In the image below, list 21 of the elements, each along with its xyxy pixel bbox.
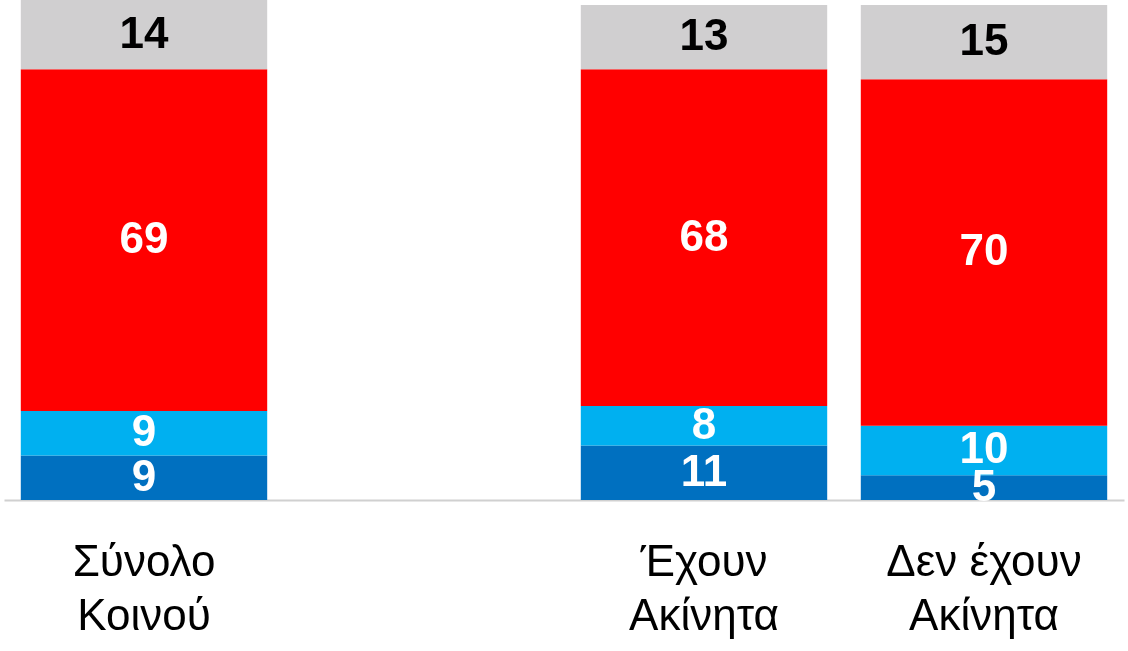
data-label: 68 <box>679 210 729 260</box>
data-label: 15 <box>959 15 1009 65</box>
bar <box>20 410 268 456</box>
x-tick-label: Έχουν Ακίνητα <box>629 535 779 639</box>
bar <box>860 4 1108 80</box>
x-tick-label: Σύνολο Κοινού <box>72 535 216 639</box>
data-label: 13 <box>679 10 729 60</box>
bar <box>580 4 828 70</box>
data-label: 14 <box>119 7 169 57</box>
data-label: 8 <box>691 398 717 448</box>
data-label: 69 <box>119 213 169 263</box>
data-label: 70 <box>959 225 1009 275</box>
bar <box>580 69 828 406</box>
bar <box>580 405 828 446</box>
data-label: 11 <box>680 445 728 495</box>
x-tick-label: Δεν έχουν Ακίνητα <box>886 535 1082 639</box>
bar <box>580 445 828 500</box>
bar <box>20 0 268 70</box>
bar <box>860 79 1108 426</box>
bar <box>20 455 268 500</box>
bar <box>20 69 268 411</box>
